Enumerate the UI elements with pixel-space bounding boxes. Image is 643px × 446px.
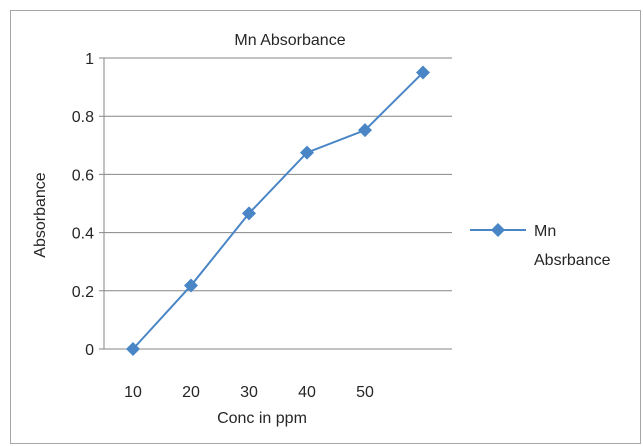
legend-marker-diamond (491, 223, 505, 237)
data-point-marker (416, 65, 430, 80)
x-axis-label: Conc in ppm (217, 410, 307, 427)
y-tick-label: 1 (85, 51, 94, 68)
chart-frame (10, 10, 641, 444)
x-tick-label: 10 (124, 384, 142, 401)
y-tick-label: 0 (85, 342, 94, 359)
y-tick-label: 0.6 (72, 167, 94, 184)
x-tick-label: 30 (240, 384, 258, 401)
legend-label-line-1: Mn (534, 223, 556, 240)
x-tick-labels: 10 20 30 40 50 (124, 384, 374, 401)
y-tick-label: 0.2 (72, 284, 94, 301)
data-point-marker (184, 278, 198, 293)
y-tick-label: 0.8 (72, 109, 94, 126)
series-mn-absrbance (126, 65, 430, 356)
series-line (132, 71, 424, 350)
chart-title: Mn Absorbance (234, 32, 345, 49)
legend-label-line-2: Absrbance (534, 252, 611, 269)
data-point-marker (242, 206, 256, 221)
y-tick-labels: 0 0.2 0.4 0.6 0.8 1 (72, 51, 94, 359)
data-point-marker (358, 123, 372, 138)
data-point-marker (126, 342, 140, 356)
y-tick-label: 0.4 (72, 226, 94, 243)
y-axis-label: Absorbance (32, 172, 49, 257)
x-tick-label: 20 (182, 384, 200, 401)
legend: Mn Absrbance (470, 223, 611, 269)
data-point-marker (300, 145, 314, 160)
x-tick-label: 40 (298, 384, 316, 401)
x-tick-label: 50 (356, 384, 374, 401)
grid-lines (99, 57, 452, 350)
